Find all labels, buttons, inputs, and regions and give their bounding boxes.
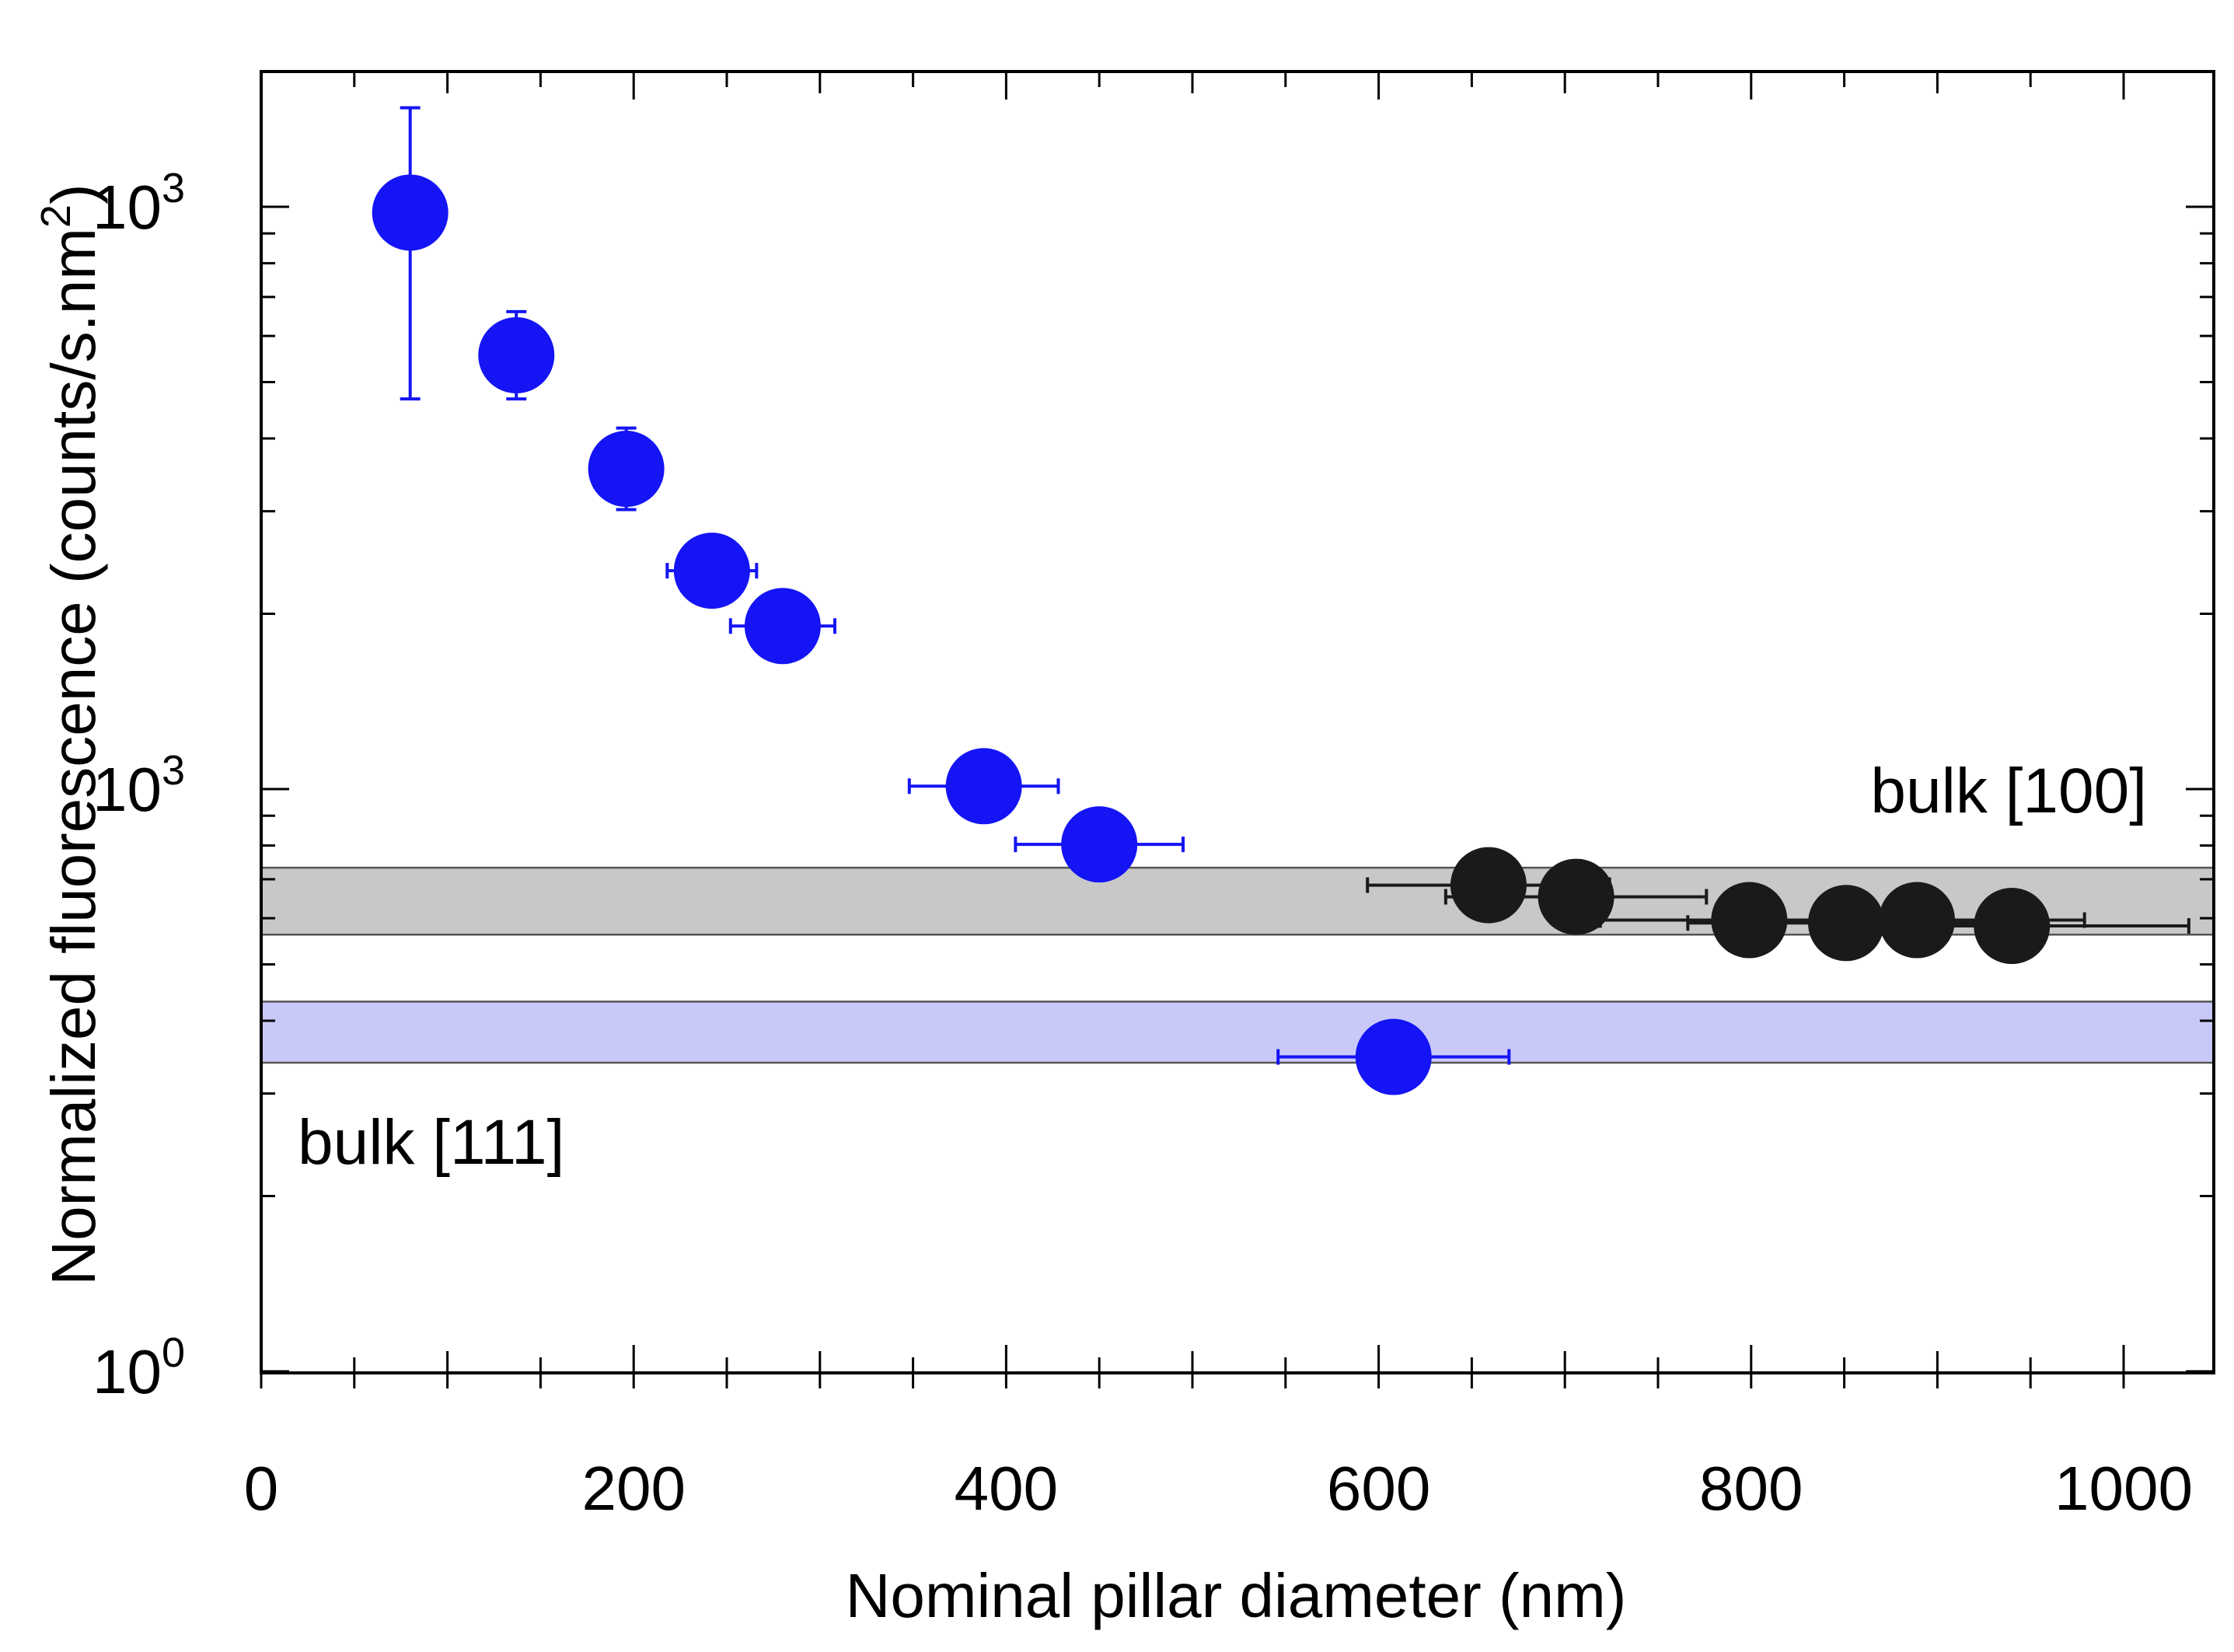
x-axis-title: Nominal pillar diameter (nm) [846,1561,1627,1630]
blue-point-5 [945,748,1022,825]
y-axis-title: Normalized fluorescence (counts/s.nm2) [33,183,108,1285]
bulk-100-label: bulk [100] [1870,756,2147,826]
axis-ticks [260,72,2214,1388]
y-tick-label-exponent: 0 [162,1329,185,1376]
black-point-1 [1538,858,1614,935]
black-point-5 [1974,888,2051,965]
y-tick-label: 103 [93,747,185,824]
y-tick-label-base: 10 [93,1337,162,1406]
y-tick-label-exponent: 3 [162,165,185,211]
x-tick-label: 200 [581,1454,685,1523]
y-axis-title-close: ) [39,183,108,204]
black-point-4 [1879,882,1956,959]
data-points [372,174,2051,1095]
x-tick-label: 1000 [2054,1454,2193,1523]
x-tick-label: 600 [1327,1454,1430,1523]
y-tick-label-base: 10 [93,173,162,242]
y-tick-label: 100 [93,1329,185,1406]
y-axis-title-main: Normalized fluorescence (counts/s.nm [39,228,108,1286]
blue-point-7 [1355,1018,1432,1095]
y-tick-label: 103 [93,165,185,242]
band-fill-1 [261,1001,2214,1063]
plot-frame [260,70,2215,1374]
blue-point-2 [588,431,665,508]
y-tick-label-exponent: 3 [162,747,185,794]
blue-point-0 [372,174,449,251]
bulk-111-label: bulk [111] [298,1107,564,1178]
x-tick-label: 800 [1699,1454,1803,1523]
blue-point-6 [1061,806,1138,883]
black-point-2 [1711,882,1788,959]
y-axis-title-superscript: 2 [33,204,79,228]
blue-point-1 [478,316,555,393]
x-tick-label: 400 [955,1454,1058,1523]
black-point-3 [1807,885,1884,962]
y-tick-label-base: 10 [93,755,162,824]
x-tick-label: 0 [244,1454,279,1523]
blue-point-4 [744,588,821,665]
blue-point-3 [673,533,750,609]
black-point-0 [1450,847,1527,924]
